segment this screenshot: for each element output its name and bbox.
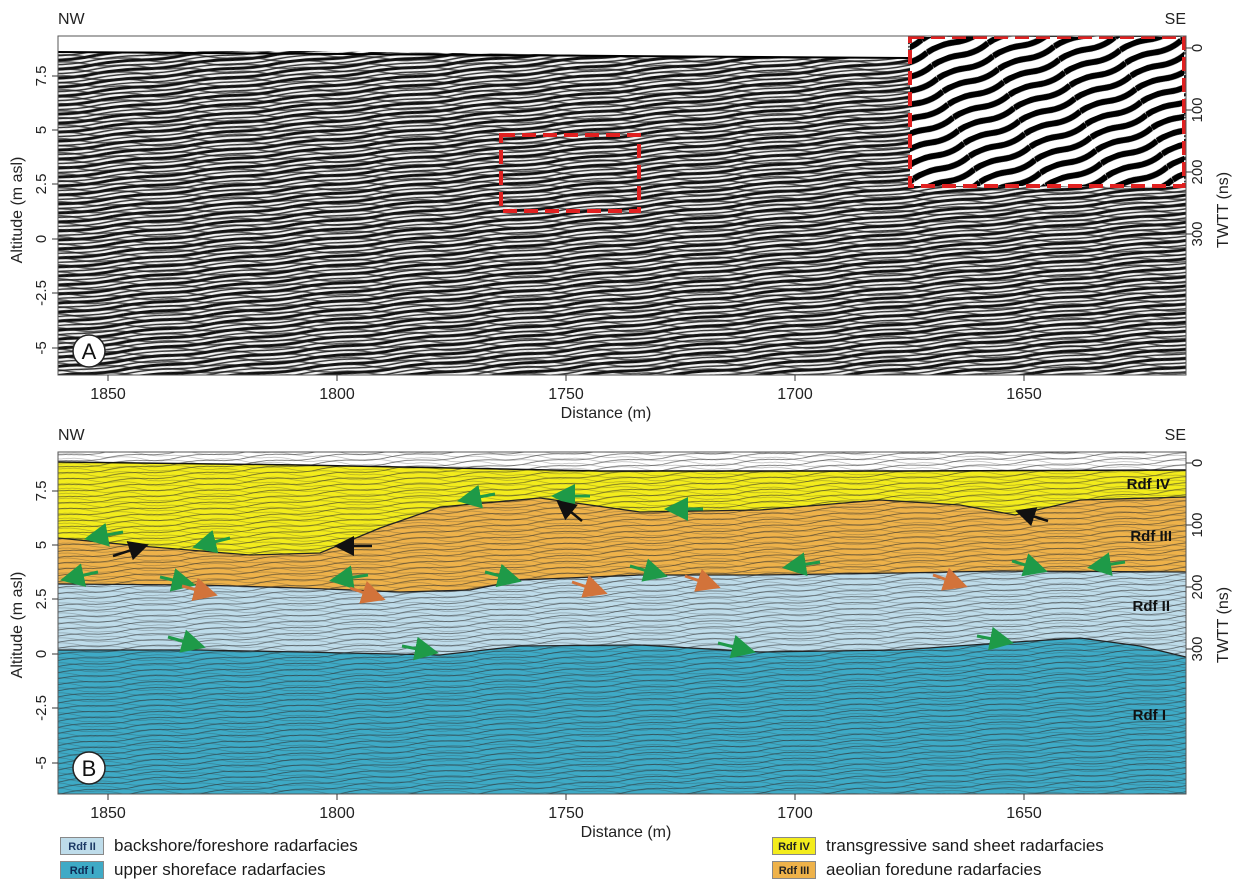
arrow-green [84,522,124,547]
arrow-green [167,629,206,653]
panel-b-label: B [82,756,97,781]
x-tick-label: 1650 [1006,386,1042,403]
arrow-green [484,563,522,588]
panel-b-ticks: 1850 1800 1750 1700 1650 7.5 5 2.5 0 -2.5 -5 0 100 20… [33,459,1206,822]
x-tick-label: 1700 [777,805,813,822]
legend-text-rdf-iii: aeolian foredune radarfacies [826,860,1042,879]
panel-a-se: SE [1165,11,1186,28]
y-tick-label: -5 [33,756,50,769]
legend-swatch-rdf-iii: Rdf III [772,861,816,879]
panel-a-frame [57,35,1187,376]
panel-b-y2-label: TWTT (ns) [1215,587,1232,663]
unit-label-rdf-iii: Rdf III [1130,528,1172,545]
y-tick-label: 5 [33,126,50,134]
x-tick-label: 1850 [90,386,126,403]
inset-zoom [910,37,1184,186]
arrow-orange [684,568,721,592]
arrow-green [1087,552,1126,577]
y-tick-label: -2.5 [33,280,50,306]
x-tick-label: 1750 [548,805,584,822]
arrow-green [192,529,231,554]
arrow-green [1011,553,1048,577]
arrow-green [976,626,1014,651]
arrow-orange [932,567,968,591]
y-tick-label: 0 [33,650,50,658]
arrow-green [159,568,196,592]
y-tick-label: 7.5 [33,481,50,502]
arrow-green [782,552,821,577]
panel-b-nw: NW [58,427,86,444]
panel-a-label-circle [72,334,106,368]
x-tick-label: 1850 [90,805,126,822]
arrow-green [717,634,756,659]
x-tick-label: 1650 [1006,805,1042,822]
y-tick-label: -2.5 [33,695,50,721]
arrow-green [401,636,439,661]
arrow-green [629,558,668,582]
panel-b-se: SE [1165,427,1186,444]
x-tick-label: 1800 [319,805,355,822]
legend-text-rdf-iv: transgressive sand sheet radarfacies [826,836,1104,855]
legend-item-rdf-iii: Rdf III aeolian foredune radarfacies [772,860,1041,880]
y-tick-label: 2.5 [33,174,50,195]
y-tick-label: 2.5 [33,589,50,610]
arrow-green [329,565,369,590]
panel-a-y2-label: TWTT (ns) [1215,172,1232,248]
legend-swatch-rdf-i: Rdf I [60,861,104,879]
x-tick-label: 1750 [548,386,584,403]
panel-b: Rdf IV Rdf III Rdf II Rdf I B NW SE Dist… [9,427,1232,841]
legend-item-rdf-i: Rdf I upper shoreface radarfacies [60,860,326,880]
y-tick-label: 0 [33,235,50,243]
legend-item-rdf-ii: Rdf II backshore/foreshore radarfacies [60,836,358,856]
panel-b-x-label: Distance (m) [581,824,672,841]
y2-tick-label: 100 [1189,97,1206,122]
arrow-orange [571,574,608,598]
legend-item-rdf-iv: Rdf IV transgressive sand sheet radarfac… [772,836,1104,856]
y-tick-label: 7.5 [33,66,50,87]
y2-tick-label: 100 [1189,512,1206,537]
panel-b-label-circle [72,751,106,785]
y2-tick-label: 300 [1189,636,1206,661]
legend-swatch-rdf-iv: Rdf IV [772,837,816,855]
panel-a: A NW SE Distance (m) Altitude (m asl) TW… [9,11,1232,422]
arrow-black [1015,507,1049,527]
legend-text-rdf-ii: backshore/foreshore radarfacies [114,836,358,855]
arrow-green [457,484,496,509]
unit-label-rdf-iv: Rdf IV [1127,476,1170,493]
y2-tick-label: 200 [1189,574,1206,599]
arrow-orange [181,577,218,601]
panel-a-nw: NW [58,11,86,28]
y-tick-label: 5 [33,541,50,549]
legend-swatch-rdf-ii: Rdf II [60,837,104,855]
panel-a-ticks: 1850 1800 1750 1700 1650 7.5 5 2.5 0 -2.5 -5 0 100 20… [33,44,1206,403]
unit-label-rdf-ii: Rdf II [1133,598,1171,615]
arrow-orange [349,580,386,604]
y2-tick-label: 200 [1189,159,1206,184]
arrow-green [60,563,99,587]
zoom-area-box [499,133,641,213]
panel-b-y-label: Altitude (m asl) [9,572,26,679]
x-tick-label: 1800 [319,386,355,403]
panel-a-label: A [82,339,97,364]
panel-a-y-label: Altitude (m asl) [9,157,26,264]
arrow-black [556,499,583,522]
inset-zoom-border [908,36,1186,188]
panel-a-x-label: Distance (m) [561,405,652,422]
y-tick-label: -5 [33,341,50,354]
x-tick-label: 1700 [777,386,813,403]
arrow-black [112,541,149,561]
y2-tick-label: 300 [1189,221,1206,246]
y2-tick-label: 0 [1189,44,1206,52]
panel-b-frame [57,451,1187,795]
termination-arrows [60,484,1126,661]
legend-text-rdf-i: upper shoreface radarfacies [114,860,326,879]
y2-tick-label: 0 [1189,459,1206,467]
unit-label-rdf-i: Rdf I [1133,707,1166,724]
